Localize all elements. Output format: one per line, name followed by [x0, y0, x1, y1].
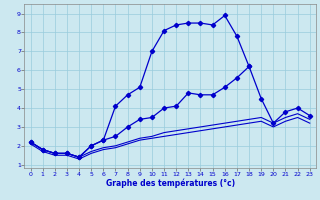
X-axis label: Graphe des températures (°c): Graphe des températures (°c)	[106, 178, 235, 188]
